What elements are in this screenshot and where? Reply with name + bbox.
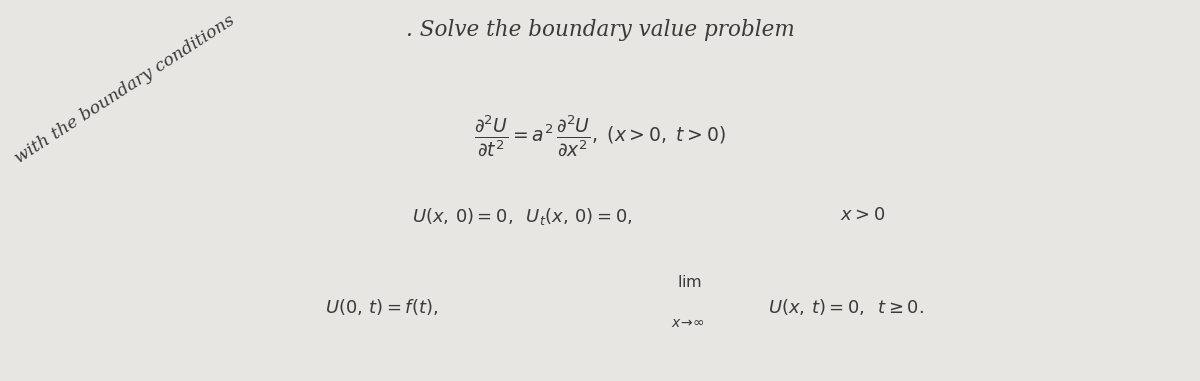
Text: $U(x,\,t) = 0, \;\; t \geq 0.$: $U(x,\,t) = 0, \;\; t \geq 0.$	[768, 297, 924, 317]
Text: . Solve the boundary value problem: . Solve the boundary value problem	[406, 19, 794, 41]
Text: $x > 0$: $x > 0$	[840, 206, 886, 224]
Text: $U(x,\,0) = 0,\;\; U_t(x,\,0) = 0,$: $U(x,\,0) = 0,\;\; U_t(x,\,0) = 0,$	[412, 206, 632, 227]
Text: with the boundary conditions: with the boundary conditions	[12, 11, 238, 166]
Text: $\mathrm{lim}$: $\mathrm{lim}$	[678, 274, 702, 291]
Text: $x\!\rightarrow\!\infty$: $x\!\rightarrow\!\infty$	[671, 316, 704, 330]
Text: $\dfrac{\partial^2 U}{\partial t^2} = a^2\,\dfrac{\partial^2 U}{\partial x^2},$$: $\dfrac{\partial^2 U}{\partial t^2} = a^…	[474, 114, 726, 160]
Text: $U(0,\,t) = f(t),$: $U(0,\,t) = f(t),$	[325, 297, 438, 317]
